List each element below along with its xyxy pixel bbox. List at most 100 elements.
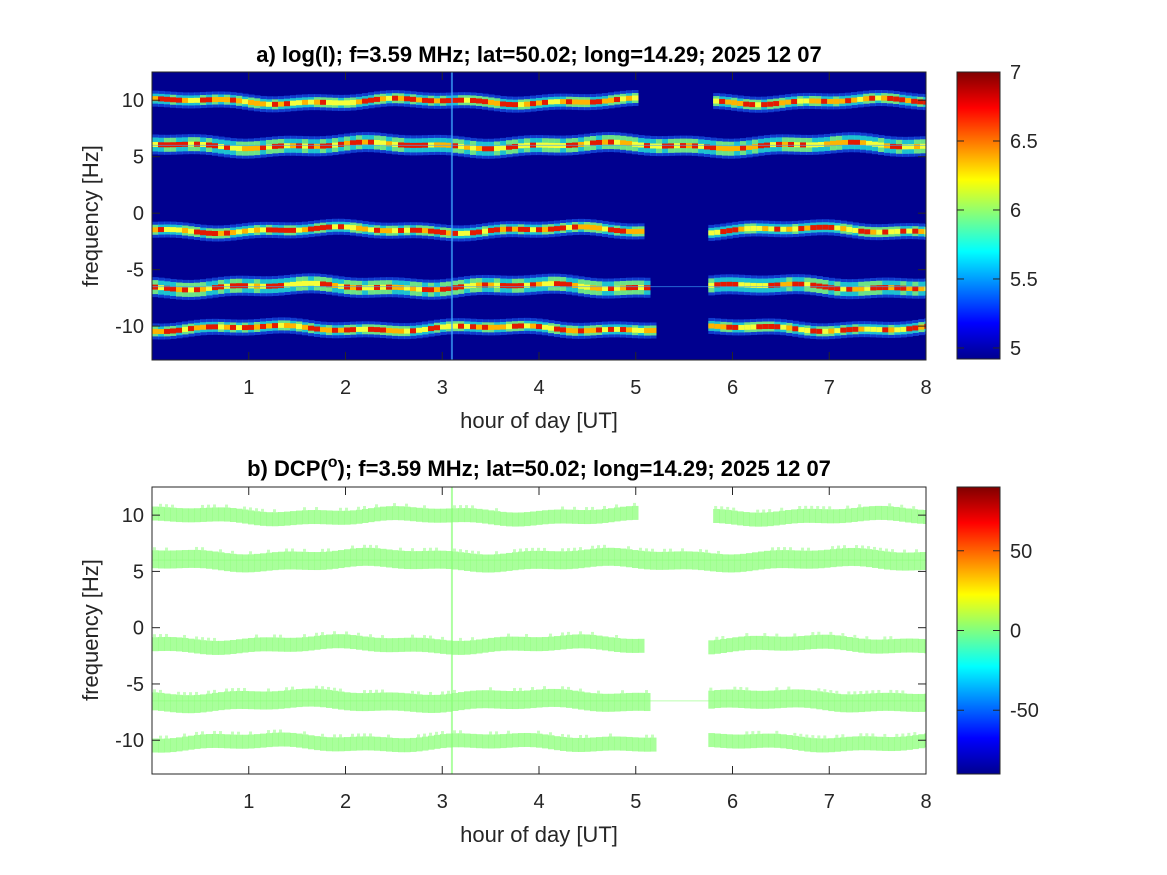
band-core-cell <box>725 99 732 105</box>
band-cell <box>773 511 780 526</box>
band-speckle <box>249 731 252 735</box>
band-cell <box>392 692 399 711</box>
band-speckle <box>567 686 570 690</box>
band-cell <box>578 550 585 569</box>
band-cell <box>734 554 741 573</box>
band-speckle <box>597 690 600 694</box>
band-speckle <box>441 731 444 735</box>
band-cell <box>368 692 375 711</box>
band-core-cell <box>731 100 738 106</box>
band-core-cell <box>152 328 159 334</box>
band-core-cell <box>404 96 411 102</box>
band-cell <box>164 693 171 712</box>
band-cell <box>768 636 775 651</box>
band-core-cell <box>380 140 387 146</box>
band-core-cell <box>804 282 811 288</box>
band-core-cell <box>164 226 171 232</box>
band-core-cell <box>380 96 387 102</box>
y-tick-label: -5 <box>126 674 144 696</box>
band-cell <box>912 638 919 653</box>
band-cell <box>749 512 756 527</box>
band-core-cell <box>840 286 847 292</box>
band-cell <box>506 691 513 710</box>
x-tick-label: 7 <box>824 377 835 399</box>
band-cell <box>194 508 201 523</box>
band-cell <box>278 690 285 709</box>
band-core-cell <box>548 99 555 105</box>
band-core-cell <box>458 143 465 149</box>
band-speckle <box>627 546 630 550</box>
band-speckle <box>561 632 564 636</box>
band-cell <box>900 693 907 712</box>
band-cell <box>810 690 817 709</box>
band-core-cell <box>578 328 585 334</box>
band-cell <box>530 733 537 748</box>
band-cell <box>726 638 733 653</box>
band-speckle <box>858 504 862 508</box>
band-cell <box>194 734 201 749</box>
band-core-cell <box>732 324 739 330</box>
band-core-cell <box>804 225 811 231</box>
band-cell <box>170 738 177 753</box>
band-core-cell <box>458 230 465 236</box>
band-speckle <box>291 686 294 690</box>
band-speckle <box>907 732 911 736</box>
band-core-cell <box>834 225 841 231</box>
band-cell <box>380 638 387 653</box>
band-core-cell <box>870 326 877 332</box>
band-core-cell <box>524 323 531 329</box>
band-cell <box>500 636 507 651</box>
band-core-cell <box>740 145 747 151</box>
band-core-cell <box>476 145 483 151</box>
colorbar-tick-label: 5.5 <box>1010 269 1038 291</box>
band-core-cell <box>888 285 895 291</box>
band-cell <box>542 510 549 525</box>
band-cell <box>212 692 219 711</box>
band-cell <box>152 738 159 753</box>
band-cell <box>152 692 159 711</box>
band-cell <box>822 634 829 649</box>
band-speckle <box>387 734 390 738</box>
band-core-cell <box>917 99 924 105</box>
band-cell <box>590 693 597 712</box>
band-speckle <box>435 547 438 551</box>
band-speckle <box>879 547 882 551</box>
band-speckle <box>273 729 276 733</box>
band-cell <box>284 690 291 709</box>
band-speckle <box>573 506 576 510</box>
band-core-cell <box>786 325 793 331</box>
band-cell <box>230 734 237 749</box>
band-cell <box>182 508 189 523</box>
band-speckle <box>381 635 384 639</box>
band-core-cell <box>560 281 567 287</box>
band-core-cell <box>566 282 573 288</box>
band-cell <box>248 734 255 749</box>
band-cell <box>470 690 477 709</box>
band-core-cell <box>854 139 861 145</box>
band-cell <box>326 689 333 708</box>
band-core-cell <box>302 324 309 330</box>
band-cell <box>386 549 393 568</box>
band-core-cell <box>218 230 225 236</box>
band-core-cell <box>440 98 447 104</box>
band-core-cell <box>882 229 889 235</box>
band-speckle <box>381 689 384 693</box>
band-core-cell <box>302 227 309 233</box>
band-core-cell <box>332 224 339 230</box>
band-core-cell <box>362 139 369 145</box>
band-core-cell <box>530 101 537 107</box>
band-cell <box>308 552 315 571</box>
band-core-cell <box>744 282 751 288</box>
band-core-cell <box>786 226 793 232</box>
band-core-cell <box>821 98 828 104</box>
band-core-cell <box>206 324 213 330</box>
band-cell <box>725 509 732 524</box>
band-core-cell <box>744 226 751 232</box>
band-cell <box>770 550 777 569</box>
band-cell <box>218 552 225 571</box>
band-cell <box>446 508 453 523</box>
band-speckle <box>585 734 588 738</box>
band-speckle <box>867 546 870 550</box>
band-speckle <box>189 692 192 696</box>
band-speckle <box>303 548 306 552</box>
